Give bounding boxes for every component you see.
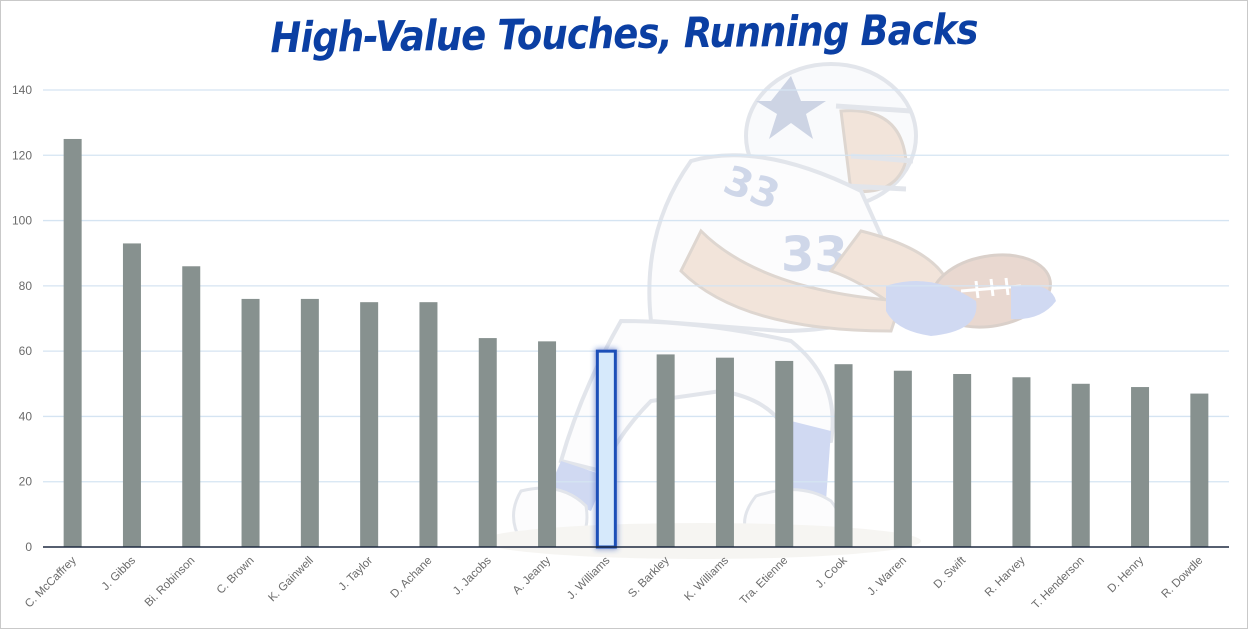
bar [715, 357, 734, 547]
y-tick-label: 0 [25, 540, 32, 554]
y-tick-label: 80 [19, 279, 33, 293]
bar [241, 298, 260, 547]
bar [63, 138, 82, 547]
y-tick-label: 100 [12, 214, 32, 228]
bar-highlighted [595, 349, 617, 549]
bar [1190, 393, 1209, 547]
y-tick-label: 20 [19, 475, 33, 489]
y-tick-label: 120 [12, 148, 32, 162]
bar [122, 243, 141, 547]
x-tick-label: Bi. Robinson [143, 555, 198, 610]
y-tick-label: 60 [19, 344, 33, 358]
x-tick-label: C. Brown [215, 555, 257, 597]
x-tick-label: K. Williams [682, 554, 731, 603]
x-tick-label: D. Henry [1106, 554, 1147, 595]
x-tick-label: K. Gainwell [266, 555, 316, 605]
x-tick-label: J. Warren [866, 555, 909, 598]
x-tick-label: Tra. Etienne [738, 555, 790, 607]
football-player-illustration: 33 33 [481, 62, 1056, 559]
bar [656, 354, 675, 547]
x-tick-label: J. Williams [565, 554, 613, 602]
bar [1012, 377, 1031, 547]
bar [538, 341, 557, 547]
x-tick-label: D. Achane [389, 555, 435, 601]
bar [478, 338, 497, 547]
y-tick-label: 140 [12, 83, 32, 97]
y-tick-label: 40 [19, 409, 33, 423]
x-tick-label: D. Swift [932, 554, 969, 591]
x-tick-label: A. Jeanty [511, 554, 554, 597]
x-tick-label: J. Gibbs [100, 554, 138, 592]
bar [419, 302, 438, 547]
x-tick-label: J. Taylor [337, 555, 376, 594]
bar [360, 302, 379, 547]
bar [834, 364, 853, 547]
bar [182, 266, 201, 547]
bar [1131, 387, 1150, 547]
x-tick-label: R. Harvey [983, 554, 1028, 599]
bar [893, 370, 912, 547]
bar [775, 360, 794, 547]
x-tick-label: R. Dowdle [1159, 555, 1205, 601]
x-tick-label: S. Barkley [626, 554, 672, 600]
bar [300, 298, 319, 547]
svg-text:33: 33 [781, 227, 848, 283]
bar [953, 373, 972, 547]
x-tick-label: J. Jacobs [451, 554, 494, 597]
bar [1071, 383, 1090, 547]
x-tick-label: C. McCaffrey [23, 554, 79, 610]
x-tick-label: T. Henderson [1030, 555, 1087, 612]
x-tick-label: J. Cook [814, 554, 850, 590]
